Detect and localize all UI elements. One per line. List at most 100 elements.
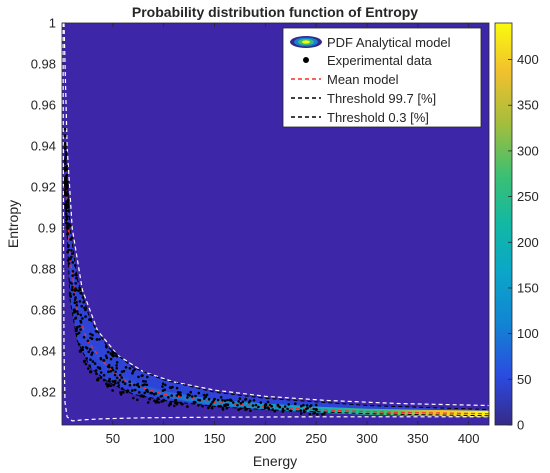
y-tick-label: 0.98: [31, 57, 56, 72]
experimental-point: [102, 378, 106, 382]
experimental-point: [65, 215, 68, 218]
experimental-point: [94, 330, 98, 333]
experimental-point: [287, 403, 291, 406]
experimental-point: [131, 370, 135, 373]
experimental-point: [80, 304, 83, 308]
experimental-point: [123, 382, 127, 386]
experimental-point: [263, 406, 267, 410]
experimental-points: [63, 127, 326, 416]
experimental-point: [173, 404, 176, 408]
experimental-point: [148, 397, 151, 401]
mean-model-line: [64, 166, 489, 415]
y-tick-label: 1: [49, 16, 56, 31]
experimental-point: [154, 392, 158, 395]
experimental-point: [228, 398, 232, 402]
experimental-point: [79, 328, 82, 331]
experimental-point: [95, 338, 99, 341]
experimental-point: [145, 388, 149, 392]
experimental-point: [197, 391, 201, 395]
experimental-point: [252, 399, 256, 402]
experimental-point: [175, 386, 179, 390]
experimental-point: [316, 413, 319, 416]
experimental-point: [115, 367, 119, 370]
legend-entry-mean: Mean model: [291, 72, 399, 87]
experimental-point: [278, 405, 282, 409]
experimental-point: [313, 411, 317, 414]
x-tick-label: 50: [106, 431, 120, 446]
experimental-point: [117, 384, 121, 387]
experimental-point: [308, 412, 312, 416]
y-tick-label: 0.84: [31, 344, 56, 359]
experimental-point: [219, 396, 223, 399]
experimental-point: [66, 250, 69, 254]
plot-frame: [61, 22, 490, 426]
experimental-point: [145, 383, 149, 387]
experimental-point: [117, 381, 120, 385]
experimental-point: [115, 364, 118, 367]
legend-entry-pdf: PDF Analytical model: [290, 35, 451, 50]
experimental-point: [131, 372, 134, 375]
experimental-point: [314, 408, 318, 412]
experimental-point: [78, 300, 82, 303]
experimental-point: [65, 194, 68, 197]
y-tick-label: 0.86: [31, 303, 56, 318]
experimental-point: [156, 397, 160, 400]
experimental-point: [74, 296, 77, 299]
experimental-point: [70, 249, 73, 252]
experimental-point: [68, 294, 72, 297]
experimental-point: [205, 393, 209, 397]
experimental-point: [90, 337, 94, 341]
experimental-point: [208, 404, 211, 408]
experimental-point: [188, 394, 191, 397]
colorbar-ticks: 0 50 100 150 200 250 300 350 400: [508, 52, 539, 433]
experimental-point: [223, 399, 227, 403]
experimental-point: [75, 304, 79, 307]
experimental-point: [306, 406, 309, 410]
experimental-point: [91, 351, 94, 355]
experimental-point: [119, 391, 122, 394]
experimental-point: [63, 142, 67, 145]
experimental-point: [104, 354, 108, 358]
experimental-point: [175, 402, 179, 406]
experimental-point: [82, 301, 85, 304]
legend-label-mean: Mean model: [327, 72, 399, 87]
experimental-point: [186, 405, 189, 408]
experimental-point: [286, 407, 289, 411]
experimental-point: [268, 403, 272, 407]
experimental-point: [169, 402, 172, 406]
experimental-point: [69, 281, 72, 284]
experimental-point: [180, 403, 184, 406]
experimental-point: [137, 375, 140, 379]
experimental-point: [77, 289, 80, 293]
experimental-point: [186, 396, 189, 399]
experimental-point: [64, 212, 68, 215]
experimental-point: [267, 407, 271, 410]
experimental-point: [254, 403, 258, 407]
experimental-point: [207, 406, 210, 410]
experimental-point: [63, 162, 67, 165]
experimental-point: [79, 291, 82, 295]
experimental-point: [128, 380, 131, 384]
legend-marker-experimental: [303, 57, 309, 63]
experimental-point: [314, 403, 318, 407]
experimental-point: [65, 209, 68, 212]
experimental-point: [219, 404, 222, 408]
experimental-point: [67, 209, 70, 213]
experimental-point: [89, 318, 93, 321]
experimental-point: [79, 319, 82, 323]
experimental-point: [65, 167, 69, 171]
colorbar-tick-label: 150: [517, 280, 539, 295]
experimental-point: [198, 398, 202, 402]
experimental-point: [321, 413, 324, 416]
experimental-point: [105, 356, 109, 360]
experimental-point: [133, 388, 137, 392]
experimental-point: [248, 399, 252, 403]
experimental-point: [85, 357, 88, 360]
experimental-point: [76, 310, 79, 313]
experimental-point: [135, 383, 139, 387]
experimental-point: [249, 409, 252, 413]
experimental-point: [146, 375, 149, 379]
experimental-point: [237, 408, 240, 412]
experimental-point: [289, 409, 293, 413]
legend-entry-threshold-upper: Threshold 99.7 [%]: [291, 91, 436, 106]
